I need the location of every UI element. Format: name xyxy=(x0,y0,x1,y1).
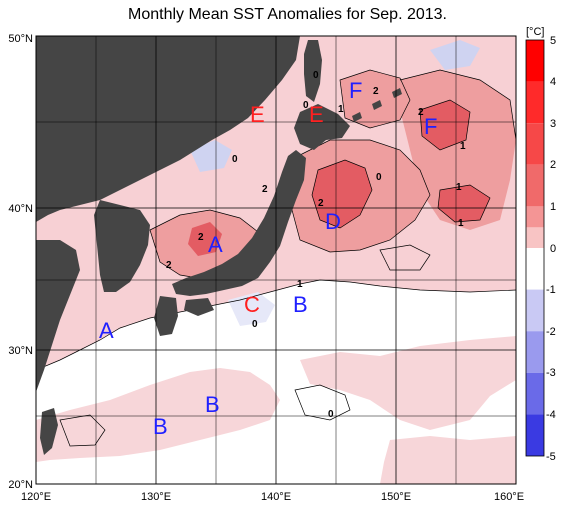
contour-label: 1 xyxy=(458,218,464,229)
region-label-a: A xyxy=(208,232,223,257)
cool-anomaly-pacific xyxy=(228,292,275,326)
contour-label: 1 xyxy=(338,104,344,115)
region-label-b: B xyxy=(293,292,308,317)
warm-anomaly-strong-japan-sea xyxy=(188,222,222,256)
colorbar-tick: -2 xyxy=(546,326,556,338)
contour-label: 1 xyxy=(297,279,303,290)
land-shikoku xyxy=(184,298,214,316)
land-kurils xyxy=(352,88,402,122)
land-korea xyxy=(94,200,150,292)
contour-label: 1 xyxy=(456,182,462,193)
contour-label: 0 xyxy=(232,154,238,165)
contour-label: 0 xyxy=(376,172,382,183)
colorbar: [°C] 5 4 3 2 1 0 -1 -2 -3 -4 -5 xyxy=(525,26,556,463)
colorbar-tick: -1 xyxy=(546,284,556,296)
contour-label: 2 xyxy=(198,232,204,243)
land-sakhalin xyxy=(304,40,322,102)
colorbar-tick: 3 xyxy=(550,118,556,130)
latitude-labels: 50°N 40°N 30°N 20°N xyxy=(8,33,33,491)
colorbar-swatch xyxy=(526,372,544,415)
contour-label: 2 xyxy=(373,86,379,97)
colorbar-tick: 5 xyxy=(550,35,556,47)
colorbar-ticks: 5 4 3 2 1 0 -1 -2 -3 -4 -5 xyxy=(546,35,556,463)
graticule xyxy=(36,36,516,484)
contour-label: 0 xyxy=(303,100,309,111)
contour-value-labels: 0 0 2 1 2 0 2 2 0 1 1 2 2 1 1 0 0 xyxy=(166,70,466,420)
region-label-b: B xyxy=(205,392,220,417)
region-label-d: D xyxy=(325,209,341,234)
cool-anomaly-primorye xyxy=(190,140,232,172)
colorbar-swatch xyxy=(526,414,544,456)
map-title: Monthly Mean SST Anomalies for Sep. 2013… xyxy=(128,6,447,23)
warm-anomaly-area-south xyxy=(36,368,280,462)
colorbar-swatch xyxy=(526,248,544,290)
colorbar-tick: 0 xyxy=(550,243,556,255)
region-labels: E E F F A A D C B B B xyxy=(99,78,437,439)
warm-anomaly-area-southeast xyxy=(300,336,516,430)
colorbar-unit: [°C] xyxy=(526,26,544,38)
lon-label: 120°E xyxy=(21,491,51,503)
lat-label: 40°N xyxy=(8,203,33,215)
region-label-e: E xyxy=(250,102,265,127)
colorbar-tick: 1 xyxy=(550,201,556,213)
warm-anomaly-strong-east xyxy=(438,185,490,222)
region-label-a: A xyxy=(99,318,114,343)
colorbar-frame xyxy=(525,39,545,457)
lon-label: 160°E xyxy=(494,491,524,503)
colorbar-swatch xyxy=(526,123,544,165)
region-label-c: C xyxy=(244,292,260,317)
contour-label: 1 xyxy=(460,141,466,152)
lat-label: 50°N xyxy=(8,33,33,45)
colorbar-swatch xyxy=(526,81,544,124)
colorbar-tick: 4 xyxy=(550,76,556,88)
region-label-e: E xyxy=(309,102,324,127)
contour-label: 2 xyxy=(318,198,324,209)
lon-label: 130°E xyxy=(141,491,171,503)
land-taiwan xyxy=(40,408,58,455)
region-label-f: F xyxy=(349,78,362,103)
contour-lines xyxy=(36,69,516,447)
colorbar-tick: -4 xyxy=(546,409,556,421)
land-honshu xyxy=(172,150,306,296)
colorbar-swatch xyxy=(526,164,544,207)
lon-label: 140°E xyxy=(261,491,291,503)
land-kyushu xyxy=(154,296,178,336)
map-frame xyxy=(35,35,517,485)
contour-label: 2 xyxy=(166,260,172,271)
contour-label: 0 xyxy=(252,319,258,330)
region-label-b: B xyxy=(153,414,168,439)
colorbar-swatch xyxy=(526,40,544,82)
cool-anomaly-north xyxy=(430,40,480,70)
warm-anomaly-area-southeast-2 xyxy=(380,436,516,484)
lon-label: 150°E xyxy=(381,491,411,503)
colorbar-tick: -5 xyxy=(546,451,556,463)
contour-label: 2 xyxy=(262,184,268,195)
lat-label: 30°N xyxy=(8,345,33,357)
warm-anomaly-strong-f xyxy=(420,100,470,150)
contour-label: 0 xyxy=(313,70,319,81)
colorbar-swatch xyxy=(526,227,544,248)
lat-label: 20°N xyxy=(8,479,33,491)
land-china xyxy=(36,240,80,392)
colorbar-tick: 2 xyxy=(550,159,556,171)
contour-label: 0 xyxy=(328,409,334,420)
warm-anomaly-strong-d xyxy=(312,160,372,228)
contour-label: 2 xyxy=(418,107,424,118)
land-mainland xyxy=(36,36,300,222)
region-label-f: F xyxy=(424,114,437,139)
colorbar-swatch xyxy=(526,289,544,332)
colorbar-tick: -3 xyxy=(546,367,556,379)
colorbar-swatch xyxy=(526,331,544,373)
longitude-labels: 120°E 130°E 140°E 150°E 160°E xyxy=(21,491,524,503)
